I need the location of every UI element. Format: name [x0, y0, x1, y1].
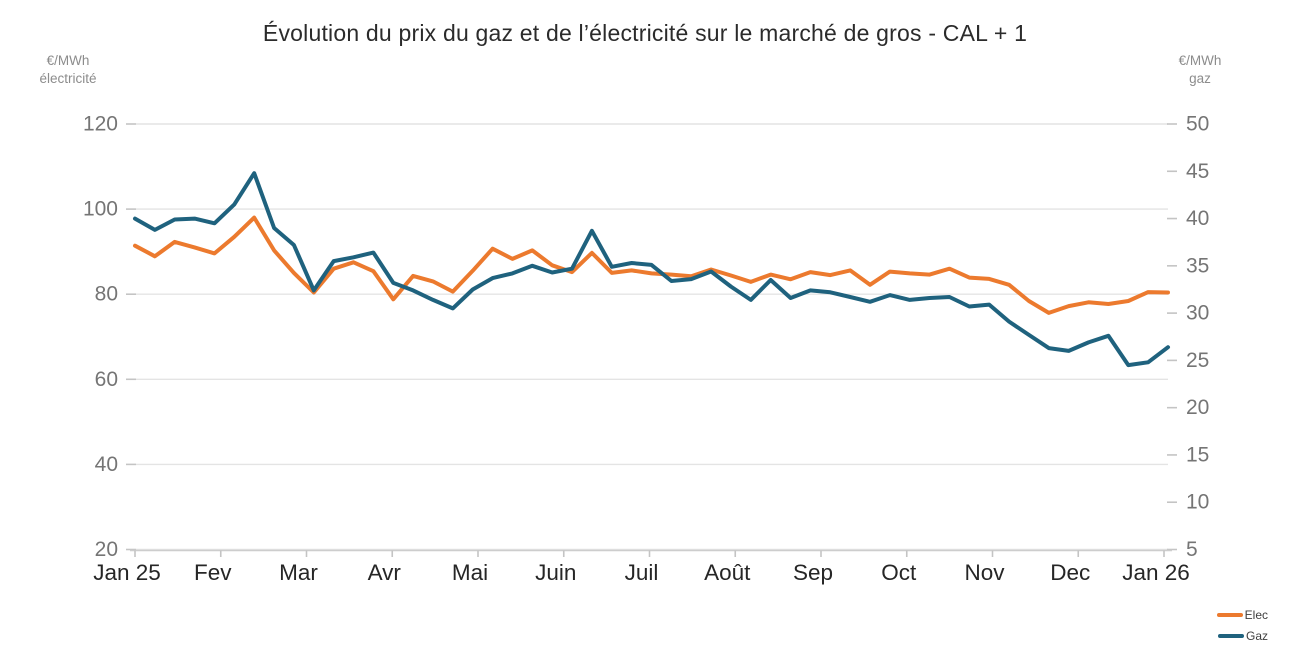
right-axis-tick-label: 30: [1186, 302, 1209, 325]
x-axis-month-label: Fev: [194, 560, 232, 585]
right-axis-unit-label: €/MWh gaz: [1160, 52, 1240, 88]
x-axis-month-label: Dec: [1050, 560, 1090, 585]
chart-legend: Elec Gaz: [1216, 608, 1268, 643]
legend-label-elec: Elec: [1244, 608, 1268, 622]
right-axis-tick-label: 20: [1186, 396, 1209, 419]
left-axis-unit-line1: €/MWh: [46, 53, 90, 68]
elec-line-swatch: [1216, 613, 1243, 617]
left-axis-tick-label: 40: [95, 453, 118, 476]
elec-price-line: [133, 215, 1170, 315]
left-axis-unit-line2: électricité: [39, 71, 97, 86]
x-axis-month-label: Jan 26: [1122, 560, 1190, 585]
right-axis-tick-label: 50: [1186, 113, 1209, 136]
gaz-line-swatch: [1217, 634, 1244, 638]
right-axis-tick-label: 45: [1186, 160, 1209, 183]
left-axis-unit-label: €/MWh électricité: [18, 52, 118, 88]
right-axis-tick-label: 5: [1186, 538, 1198, 561]
left-axis-tick-label: 100: [83, 198, 118, 221]
x-axis-month-label: Août: [704, 560, 751, 585]
chart-title: Évolution du prix du gaz et de l’électri…: [262, 20, 1028, 46]
left-axis-tick-label: 60: [95, 368, 118, 391]
right-axis-tick-label: 25: [1186, 349, 1209, 372]
right-axis-unit-line1: €/MWh: [1178, 53, 1222, 68]
x-axis-month-label: Mai: [452, 560, 488, 585]
x-axis-month-label: Juin: [535, 560, 576, 585]
legend-item-gaz: Gaz: [1217, 629, 1268, 643]
right-axis-tick-label: 35: [1186, 254, 1209, 277]
x-axis-month-label: Juil: [625, 560, 659, 585]
left-axis-tick-label: 80: [95, 283, 118, 306]
right-axis-tick-label: 10: [1186, 491, 1209, 514]
right-axis-tick-label: 40: [1186, 207, 1209, 230]
right-axis-tick-label: 15: [1186, 443, 1209, 466]
left-axis-tick-label: 20: [95, 538, 118, 561]
x-axis-month-label: Avr: [368, 560, 402, 585]
legend-item-elec: Elec: [1216, 608, 1268, 622]
x-axis-month-label: Sep: [793, 560, 833, 585]
right-axis-unit-line2: gaz: [1189, 71, 1211, 86]
left-axis-tick-label: 120: [83, 113, 118, 136]
x-axis-month-label: Mar: [279, 560, 318, 585]
legend-label-gaz: Gaz: [1245, 629, 1268, 643]
x-axis-month-label: Oct: [881, 560, 917, 585]
x-axis-month-label: Nov: [964, 560, 1005, 585]
gaz-price-line: [133, 171, 1170, 368]
x-axis-month-label: Jan 25: [93, 560, 161, 585]
